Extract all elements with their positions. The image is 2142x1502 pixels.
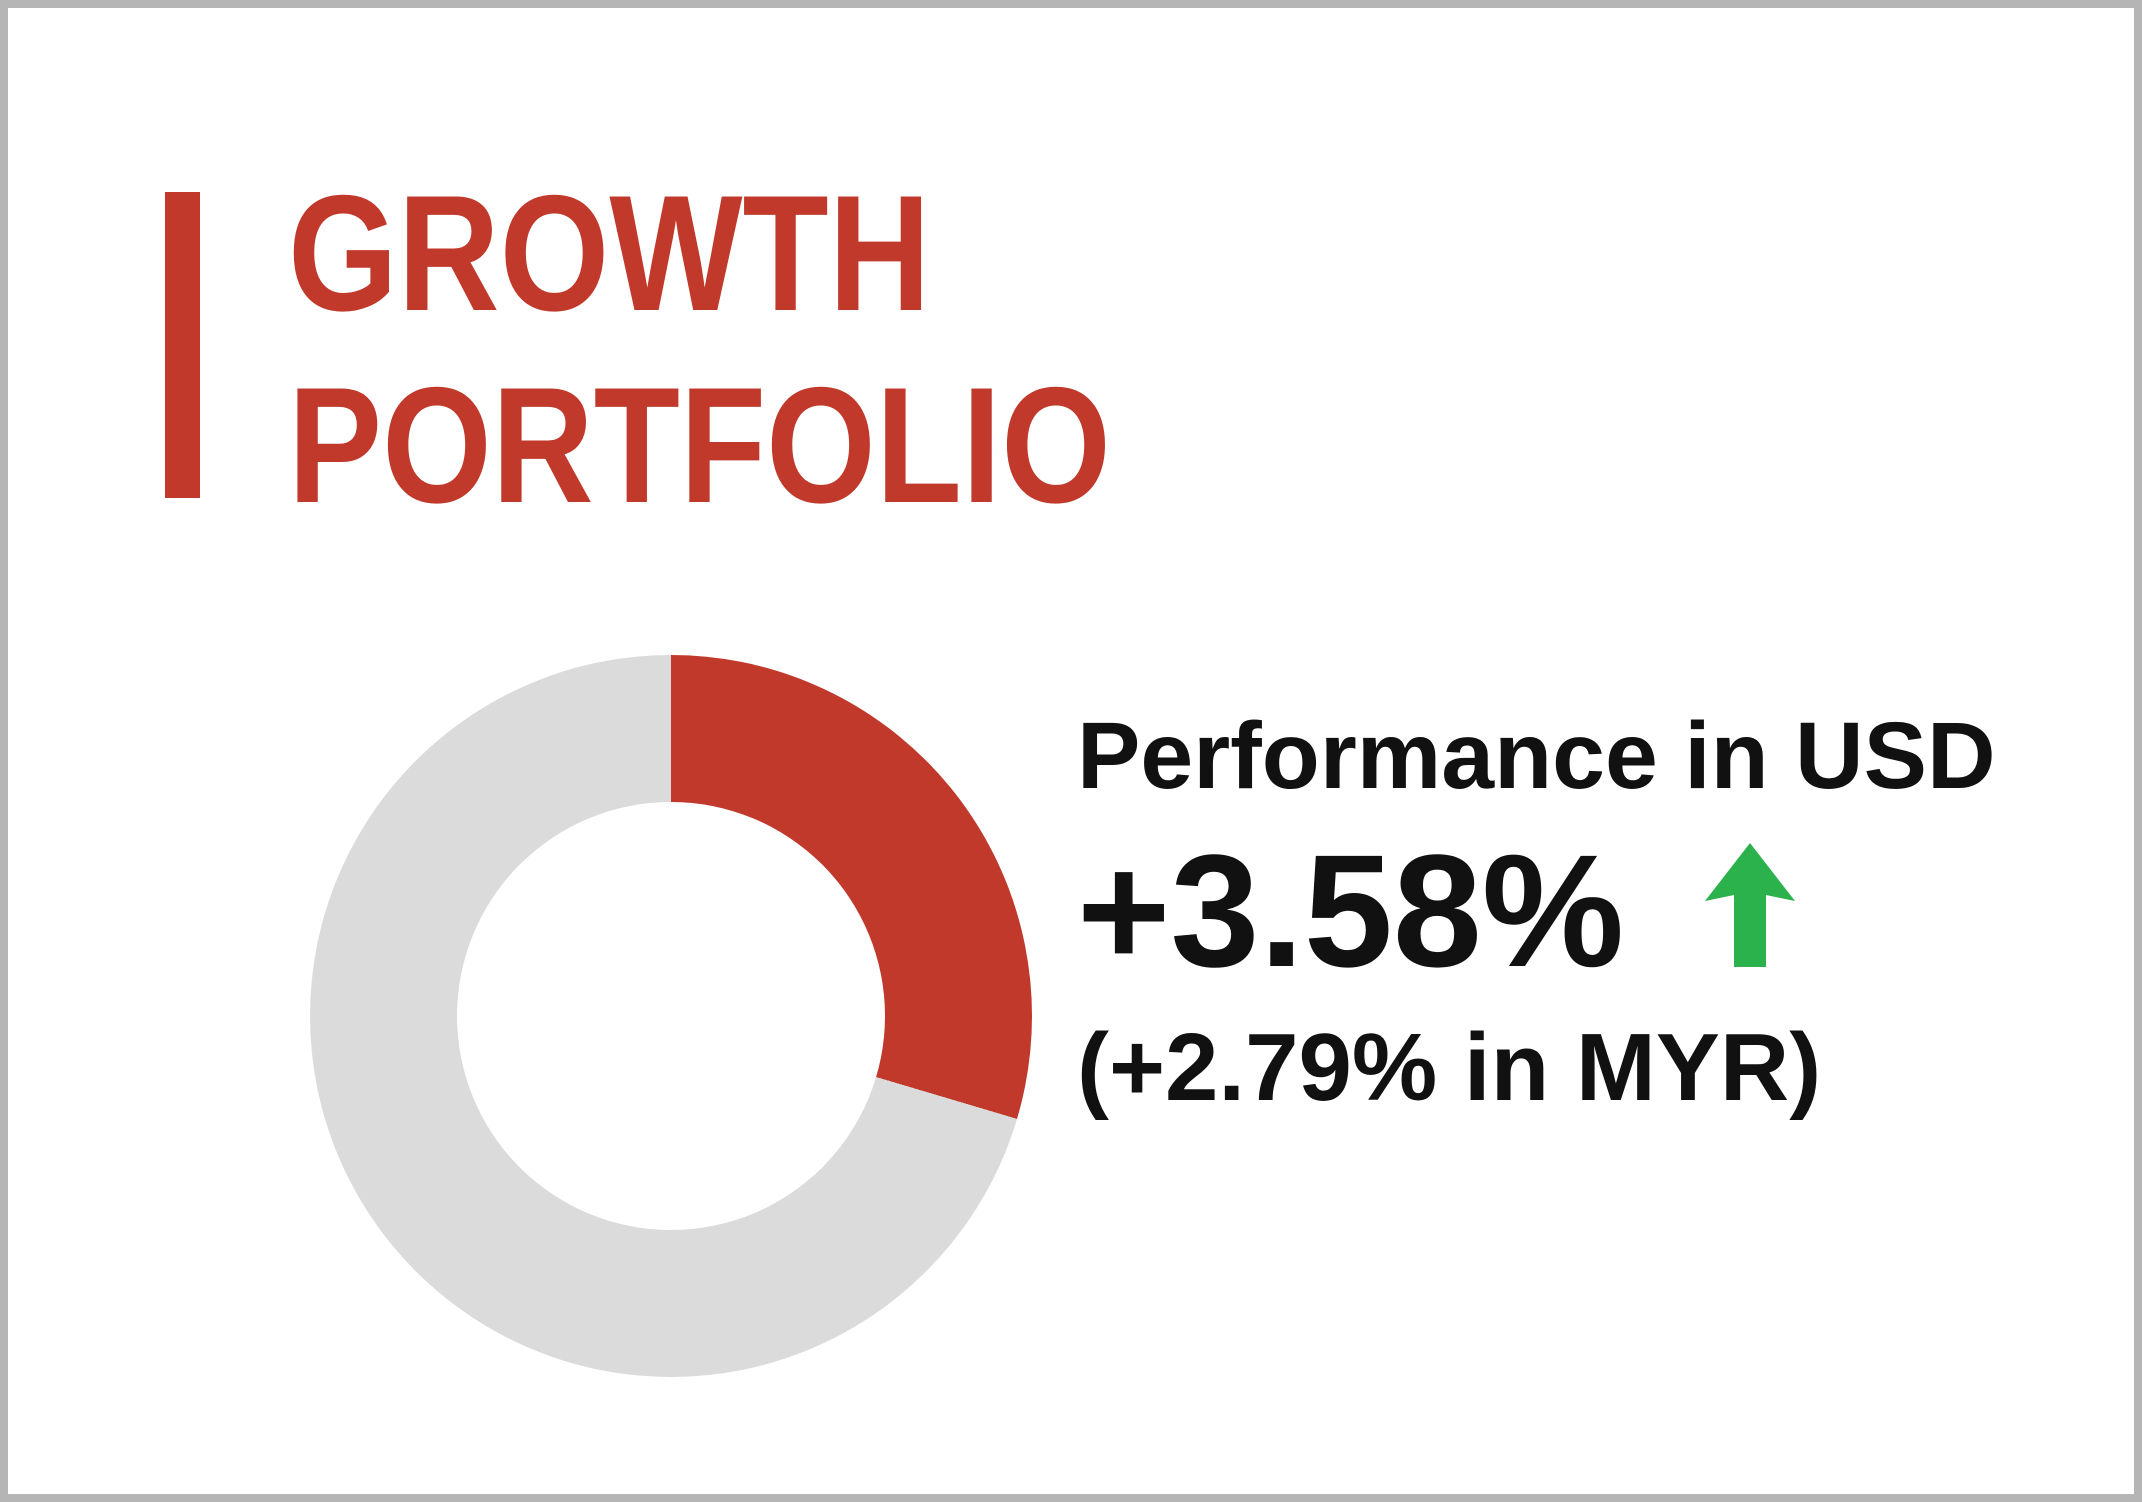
performance-heading: Performance in USD [1077, 703, 1996, 809]
performance-secondary-value: (+2.79% in MYR) [1077, 1014, 1822, 1121]
page-title-line2: PORTFOLIO [288, 353, 1111, 537]
up-arrow-icon [1705, 843, 1795, 967]
page-title: GROWTH PORTFOLIO [288, 157, 1111, 541]
title-accent-bar [165, 192, 200, 498]
donut-hole [456, 801, 886, 1231]
up-arrow-shape [1705, 843, 1795, 967]
page-title-line1: GROWTH [288, 161, 931, 345]
donut-chart [310, 655, 1032, 1377]
performance-primary-value: +3.58% [1077, 821, 1625, 1000]
